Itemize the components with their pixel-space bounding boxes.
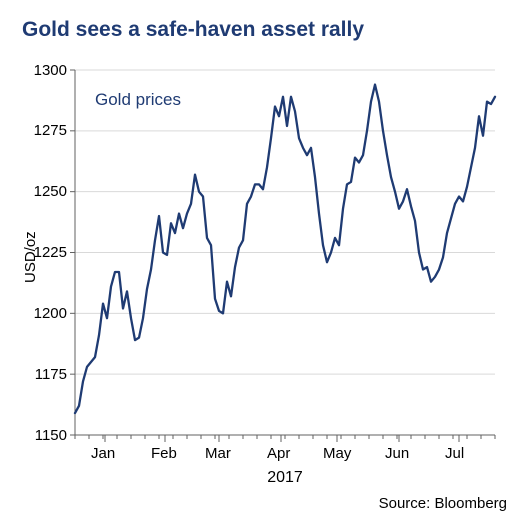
x-tick-label: Apr — [267, 445, 290, 462]
x-tick-label: May — [323, 445, 351, 462]
x-tick-label: Mar — [205, 445, 231, 462]
x-axis-label: 2017 — [75, 469, 495, 487]
chart-frame: Gold sees a safe-haven asset rally Gold … — [0, 0, 525, 520]
x-tick-label: Jan — [91, 445, 115, 462]
y-tick-label: 1200 — [34, 305, 67, 322]
x-tick-label: Jun — [385, 445, 409, 462]
x-tick-label: Feb — [151, 445, 177, 462]
y-tick-label: 1300 — [34, 62, 67, 79]
y-tick-label: 1150 — [35, 427, 67, 444]
y-tick-label: 1275 — [34, 122, 67, 139]
y-tick-label: 1175 — [35, 366, 67, 383]
chart-title: Gold sees a safe-haven asset rally — [22, 18, 364, 42]
y-tick-label: 1225 — [34, 244, 67, 261]
plot-area — [75, 70, 495, 435]
source-text: Source: Bloomberg — [379, 495, 507, 512]
y-tick-label: 1250 — [34, 183, 67, 200]
x-tick-label: Jul — [445, 445, 464, 462]
